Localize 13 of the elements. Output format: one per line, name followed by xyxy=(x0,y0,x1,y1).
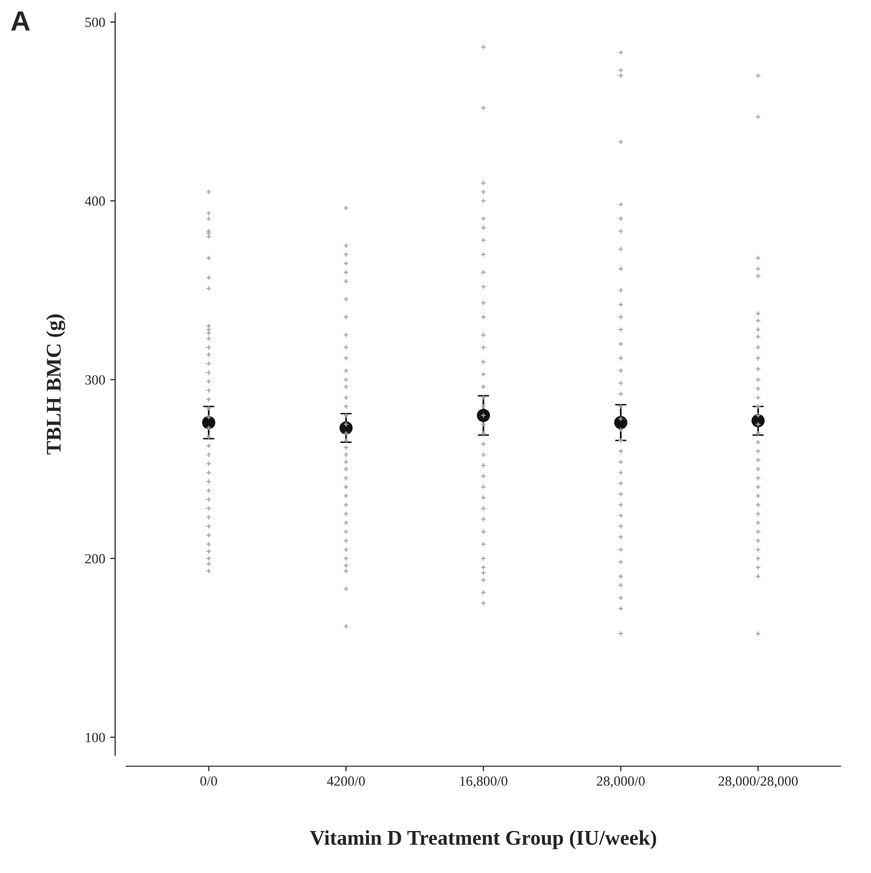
text: A xyxy=(11,11,30,31)
x-axis-title: Vitamin D Treatment Group (IU/week) xyxy=(310,830,656,850)
x-tick-label: 16,800/0 xyxy=(460,776,508,788)
y-tick-label: 300 xyxy=(85,375,105,385)
x-tick-label: 28,000/28,000 xyxy=(718,776,798,788)
y-tick-label: 200 xyxy=(85,554,105,564)
y-tick-label: 400 xyxy=(84,196,105,206)
x-tick-label: 28,000/0 xyxy=(596,776,645,788)
y-axis-title: TBLH BMC (g) xyxy=(46,314,66,454)
x-tick-label: 0/0 xyxy=(200,776,218,786)
y-tick-label: 100 xyxy=(86,732,105,742)
y-tick-label: 500 xyxy=(85,18,105,27)
x-tick-label: 4200/0 xyxy=(327,776,365,786)
